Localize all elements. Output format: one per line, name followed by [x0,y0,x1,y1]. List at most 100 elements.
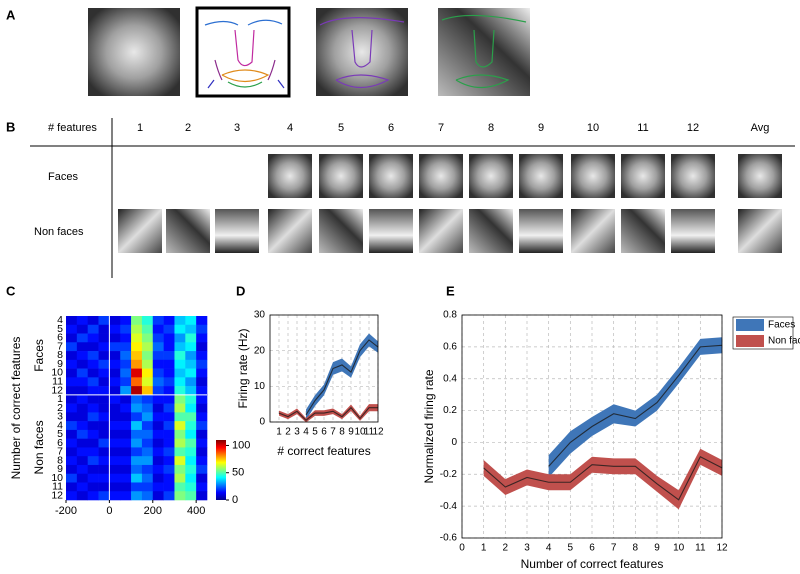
heatmap-cell [141,359,154,369]
heatmap-cell [174,438,186,448]
heatmap-cell [141,473,154,483]
heatmap-cell [174,377,186,387]
x-tick-label: 4 [303,427,309,438]
heatmap-cell [131,403,143,413]
heatmap-cell [109,447,121,457]
y-tick-label: 20 [254,345,266,356]
heatmap-cell [174,342,186,352]
heatmap-cell [66,394,78,404]
thumbnail [268,209,312,253]
heatmap-cell [98,316,110,326]
heatmap-cell [185,394,197,404]
thumbnail [469,209,513,253]
heatmap-cell [76,324,88,334]
y-tick-label: -0.4 [440,501,458,512]
y-tick-label: 0 [259,417,265,428]
legend-swatch [736,319,764,331]
x-tick-label: 9 [348,427,354,438]
row-tick-label: 10 [51,472,63,484]
feature-contours [204,19,285,89]
series-line [483,456,723,501]
heatmap-cell [163,324,175,334]
heatmap-cell [131,394,143,404]
column-label: 12 [687,122,699,134]
heatmap-cell [120,333,132,343]
heatmap-cell [66,412,78,422]
heatmap-cell [141,464,154,475]
heatmap-cell [76,447,88,457]
heatmap-cell [174,359,186,369]
heatmap-cell [98,473,110,483]
heatmap-cell [66,403,78,413]
heatmap-cell [196,394,208,404]
heatmap-cell [152,447,164,457]
heatmap-cell [163,403,175,413]
x-tick-label: -200 [55,505,77,517]
heatmap-cell [141,316,154,326]
row-tick-label: 4 [57,314,63,326]
heatmap-cell [109,324,121,334]
column-label: 9 [538,122,544,134]
thumbnail [419,209,463,253]
x-tick-label: 10 [354,427,366,438]
thumbnail [621,209,665,253]
series-line [305,339,379,416]
row-tick-label: 4 [57,419,63,431]
thumbnail [268,154,312,198]
heatmap-cell [98,324,110,334]
heatmap-cell [131,456,143,466]
heatmap-cell [152,333,164,343]
heatmap-cell [152,473,164,483]
heatmap-cell [174,491,186,501]
heatmap-cell [109,473,121,483]
y-axis-label: Number of correct features [9,337,23,480]
heatmap-cell [174,403,186,413]
heatmap-cell [76,368,88,378]
heatmap-cell [120,351,132,361]
x-tick-label: 12 [716,543,728,554]
plot-area [270,315,378,422]
heatmap-cell [66,316,78,326]
column-header: # features [48,122,97,134]
row-tick-label: 11 [52,375,63,387]
heatmap-cell [131,491,143,501]
x-tick-label: 12 [372,427,384,438]
heatmap-cell [87,324,99,334]
panel-label: A [6,7,16,22]
heatmap-cell [87,412,99,422]
thumbnail [319,154,363,198]
heatmap-cell [76,429,88,439]
y-axis-label: Firing rate (Hz) [236,328,250,408]
heatmap-cell [98,438,110,448]
heatmap-cell [109,316,121,326]
heatmap-cell [163,473,175,483]
heatmap-cell [163,456,175,466]
heatmap-cell [152,351,164,361]
heatmap-cell [163,447,175,457]
heatmap-cell [152,491,164,501]
heatmap-cell [131,464,143,475]
x-tick-label: 0 [106,505,112,517]
heatmap-cell [76,491,88,501]
heatmap-cell [163,482,175,492]
thumbnail [671,209,715,253]
heatmap-cell [174,421,186,431]
heatmap-cell [196,316,208,326]
heatmap-cell [196,324,208,334]
heatmap-cell [109,342,121,352]
x-tick-label: 6 [589,543,595,554]
heatmap-cell [196,456,208,466]
x-tick-label: 11 [364,427,375,438]
heatmap-cell [76,351,88,361]
thumbnail [215,209,259,253]
heatmap-cell [131,351,143,361]
heatmap-cell [120,403,132,413]
heatmap-cell [109,412,121,422]
heatmap-cell [196,359,208,369]
heatmap-cell [163,394,175,404]
heatmap-cell [152,482,164,492]
y-tick-label: 0.6 [443,341,457,352]
heatmap-cell [174,368,186,378]
